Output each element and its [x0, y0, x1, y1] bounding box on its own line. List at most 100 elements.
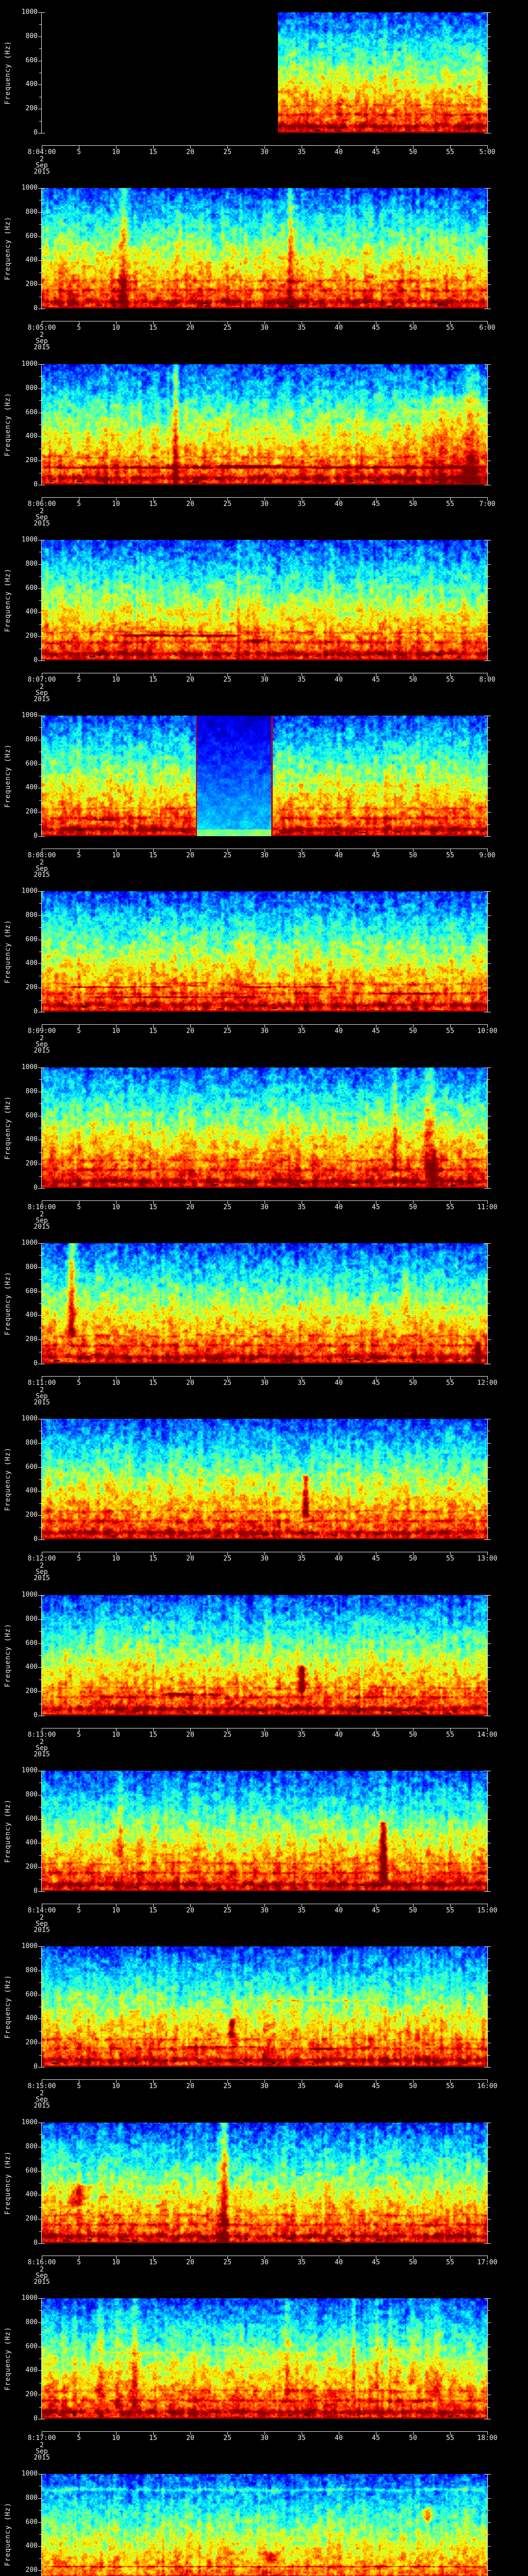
x-tick — [116, 1904, 117, 1907]
y-tick-right — [488, 927, 490, 928]
y-tick-label: 800 — [25, 911, 38, 919]
date-line: 2015 — [34, 2454, 50, 2462]
y-tick-label: 1000 — [21, 360, 38, 368]
panel-end-time: 13:00 — [477, 1555, 498, 1563]
y-tick-right — [488, 284, 491, 285]
y-axis-right-line — [487, 1067, 488, 1189]
x-tick-label: 40 — [335, 1379, 343, 1387]
x-tick — [153, 1552, 154, 1555]
y-tick-right — [488, 836, 491, 837]
y-tick-right — [488, 1819, 491, 1820]
x-tick-label: 45 — [372, 148, 380, 156]
x-axis-line — [42, 145, 488, 146]
x-tick — [227, 673, 228, 676]
axis-corner-tick — [42, 364, 45, 365]
y-tick — [38, 836, 41, 837]
x-tick — [153, 1025, 154, 1028]
y-tick-label: 200 — [25, 1863, 38, 1871]
x-tick-label: 10 — [112, 1907, 120, 1914]
y-axis-title: Frequency (Hz) — [4, 744, 12, 808]
spectrogram-canvas — [42, 1771, 487, 1891]
x-tick-label: 5 — [77, 2082, 81, 2090]
y-tick-right — [488, 1079, 490, 1080]
y-tick — [39, 24, 41, 25]
y-tick — [38, 1067, 41, 1068]
y-tick-label: 800 — [25, 208, 38, 216]
x-tick-label: 50 — [409, 500, 417, 508]
x-tick-label: 15 — [149, 852, 157, 859]
y-axis-right-line — [487, 12, 488, 133]
x-tick-label: 25 — [223, 2434, 232, 2442]
x-tick — [153, 321, 154, 325]
y-tick-label: 600 — [25, 1463, 38, 1471]
date-line: 2015 — [34, 871, 50, 879]
axis-corner-tick — [42, 2298, 45, 2299]
spectrogram-canvas — [42, 188, 487, 309]
panel-end-time: 15:00 — [477, 1907, 498, 1914]
y-tick-label: 1000 — [21, 8, 38, 16]
x-tick-label: 30 — [260, 2259, 269, 2266]
axis-corner-tick — [42, 1595, 45, 1596]
y-tick — [38, 1691, 41, 1692]
y-tick-right — [488, 48, 490, 49]
x-tick-label: 50 — [409, 2082, 417, 2090]
y-tick-right — [488, 364, 491, 365]
y-tick-label: 400 — [25, 1136, 38, 1143]
y-tick-label: 200 — [25, 632, 38, 640]
x-tick-label: 25 — [223, 1731, 232, 1739]
y-tick — [38, 260, 41, 261]
y-tick-right — [488, 2243, 491, 2244]
x-tick-label: 40 — [335, 2082, 343, 2090]
y-tick-right — [488, 2534, 490, 2535]
y-tick-label: 0 — [34, 656, 38, 664]
x-tick-label: 35 — [298, 1027, 306, 1035]
y-tick-label: 1000 — [21, 1767, 38, 1774]
y-tick-right — [488, 1243, 491, 1244]
date-line: Sep — [36, 2096, 48, 2104]
x-tick-label: 10 — [112, 1379, 120, 1387]
y-tick-label: 1000 — [21, 1239, 38, 1247]
y-tick — [38, 588, 41, 589]
y-tick-label: 600 — [25, 936, 38, 943]
x-tick-label: 35 — [298, 2434, 306, 2442]
x-tick-label: 20 — [186, 852, 194, 859]
x-tick-label: 20 — [186, 676, 194, 684]
y-axis-right-line — [487, 1771, 488, 1892]
axis-corner-tick — [484, 1946, 487, 1947]
x-tick-label: 50 — [409, 148, 417, 156]
panel-start-time: 8:16:00 — [27, 2259, 56, 2266]
y-tick-right — [488, 903, 490, 904]
y-tick-right — [488, 1879, 490, 1880]
y-axis-title: Frequency (Hz) — [4, 1623, 12, 1687]
x-tick — [450, 849, 451, 852]
x-tick-label: 20 — [186, 2259, 194, 2266]
spectrogram-canvas — [42, 540, 487, 660]
y-axis-line — [41, 716, 42, 837]
date-line: 2 — [40, 1562, 44, 1570]
y-tick-label: 1000 — [21, 711, 38, 719]
x-tick-label: 40 — [335, 2434, 343, 2442]
y-tick-right — [488, 2231, 490, 2232]
date-line: 2 — [40, 1035, 44, 1042]
y-tick-label: 200 — [25, 2039, 38, 2046]
axis-corner-tick — [42, 1946, 45, 1947]
y-tick — [39, 1279, 41, 1280]
y-tick — [39, 576, 41, 577]
x-tick-label: 45 — [372, 324, 380, 332]
y-tick — [38, 364, 41, 365]
x-tick-label: 5 — [77, 1204, 81, 1211]
x-tick-label: 25 — [223, 148, 232, 156]
x-tick-label: 25 — [223, 676, 232, 684]
spectrogram-canvas — [42, 2474, 487, 2576]
axis-corner-tick — [42, 1891, 45, 1892]
y-tick-label: 0 — [34, 1887, 38, 1895]
x-tick — [487, 1377, 488, 1380]
x-tick — [190, 1904, 191, 1907]
y-tick-right — [488, 2298, 491, 2299]
